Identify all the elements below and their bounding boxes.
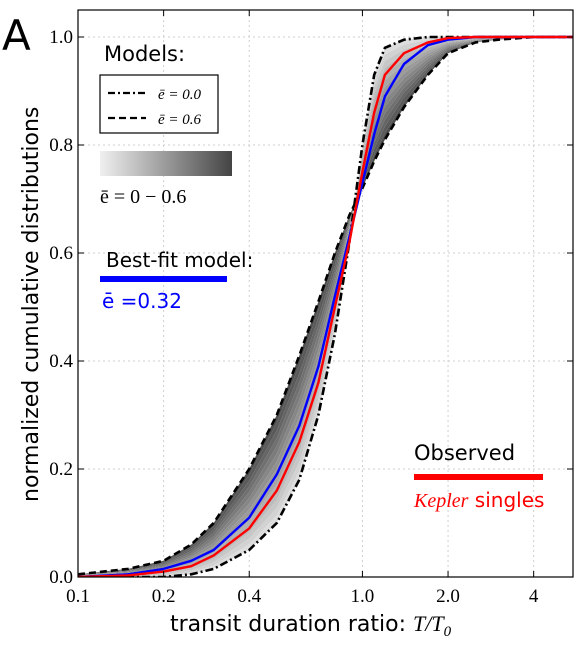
x-tick-label-2: 0.4	[237, 586, 261, 607]
dashdot-legend-label: ē = 0.0	[158, 87, 202, 103]
band-legend: ē = 0 − 0.6	[100, 151, 232, 208]
observed-legend-subtitle: Kepler singles	[413, 488, 544, 512]
observed-legend: Observed Kepler singles	[413, 441, 544, 512]
models-legend-title: Models:	[104, 42, 185, 66]
y-tick-label-1: 0.2	[49, 459, 73, 480]
bestfit-legend: Best-fit model: ē =0.32	[100, 248, 253, 313]
plot-frame	[77, 9, 574, 578]
ecc-0.6-curve	[78, 35, 573, 576]
observed-legend-title: Observed	[414, 441, 515, 465]
y-tick-label-2: 0.4	[49, 351, 73, 372]
y-tick-label-3: 0.6	[49, 243, 73, 264]
dashed-legend-label: ē = 0.6	[158, 112, 202, 128]
x-tick-label-5: 4	[529, 586, 539, 607]
y-tick-label-4: 0.8	[49, 135, 73, 156]
observed-curve	[78, 35, 573, 577]
axis-ticks: 0.1 0.2 0.4 1.0 2.0 4 0.0 0.2 0.4 0.6 0.8 1.0	[49, 10, 573, 607]
models-legend-box	[99, 74, 219, 134]
y-tick-label-5: 1.0	[49, 27, 73, 48]
x-tick-label-1: 0.2	[152, 586, 176, 607]
x-axis-label: transit duration ratio: T/T0	[170, 611, 452, 640]
x-tick-label-3: 1.0	[351, 586, 375, 607]
band-legend-label: ē = 0 − 0.6	[100, 186, 186, 208]
band-gradient-swatch	[100, 151, 232, 176]
x-tick-label-0: 0.1	[66, 586, 90, 607]
x-tick-label-4: 2.0	[436, 586, 460, 607]
models-legend: Models: ē = 0.0 ē = 0.6	[99, 42, 219, 134]
band-strip-10	[78, 37, 573, 576]
bestfit-legend-title: Best-fit model:	[106, 248, 253, 272]
bestfit-legend-value: ē =0.32	[102, 289, 182, 313]
series-curves	[78, 35, 573, 577]
panel-label: A	[2, 11, 31, 60]
y-axis-label: normalized cumulative distributions	[19, 107, 44, 502]
y-tick-label-0: 0.0	[49, 567, 73, 588]
eccentricity-band	[78, 37, 573, 577]
